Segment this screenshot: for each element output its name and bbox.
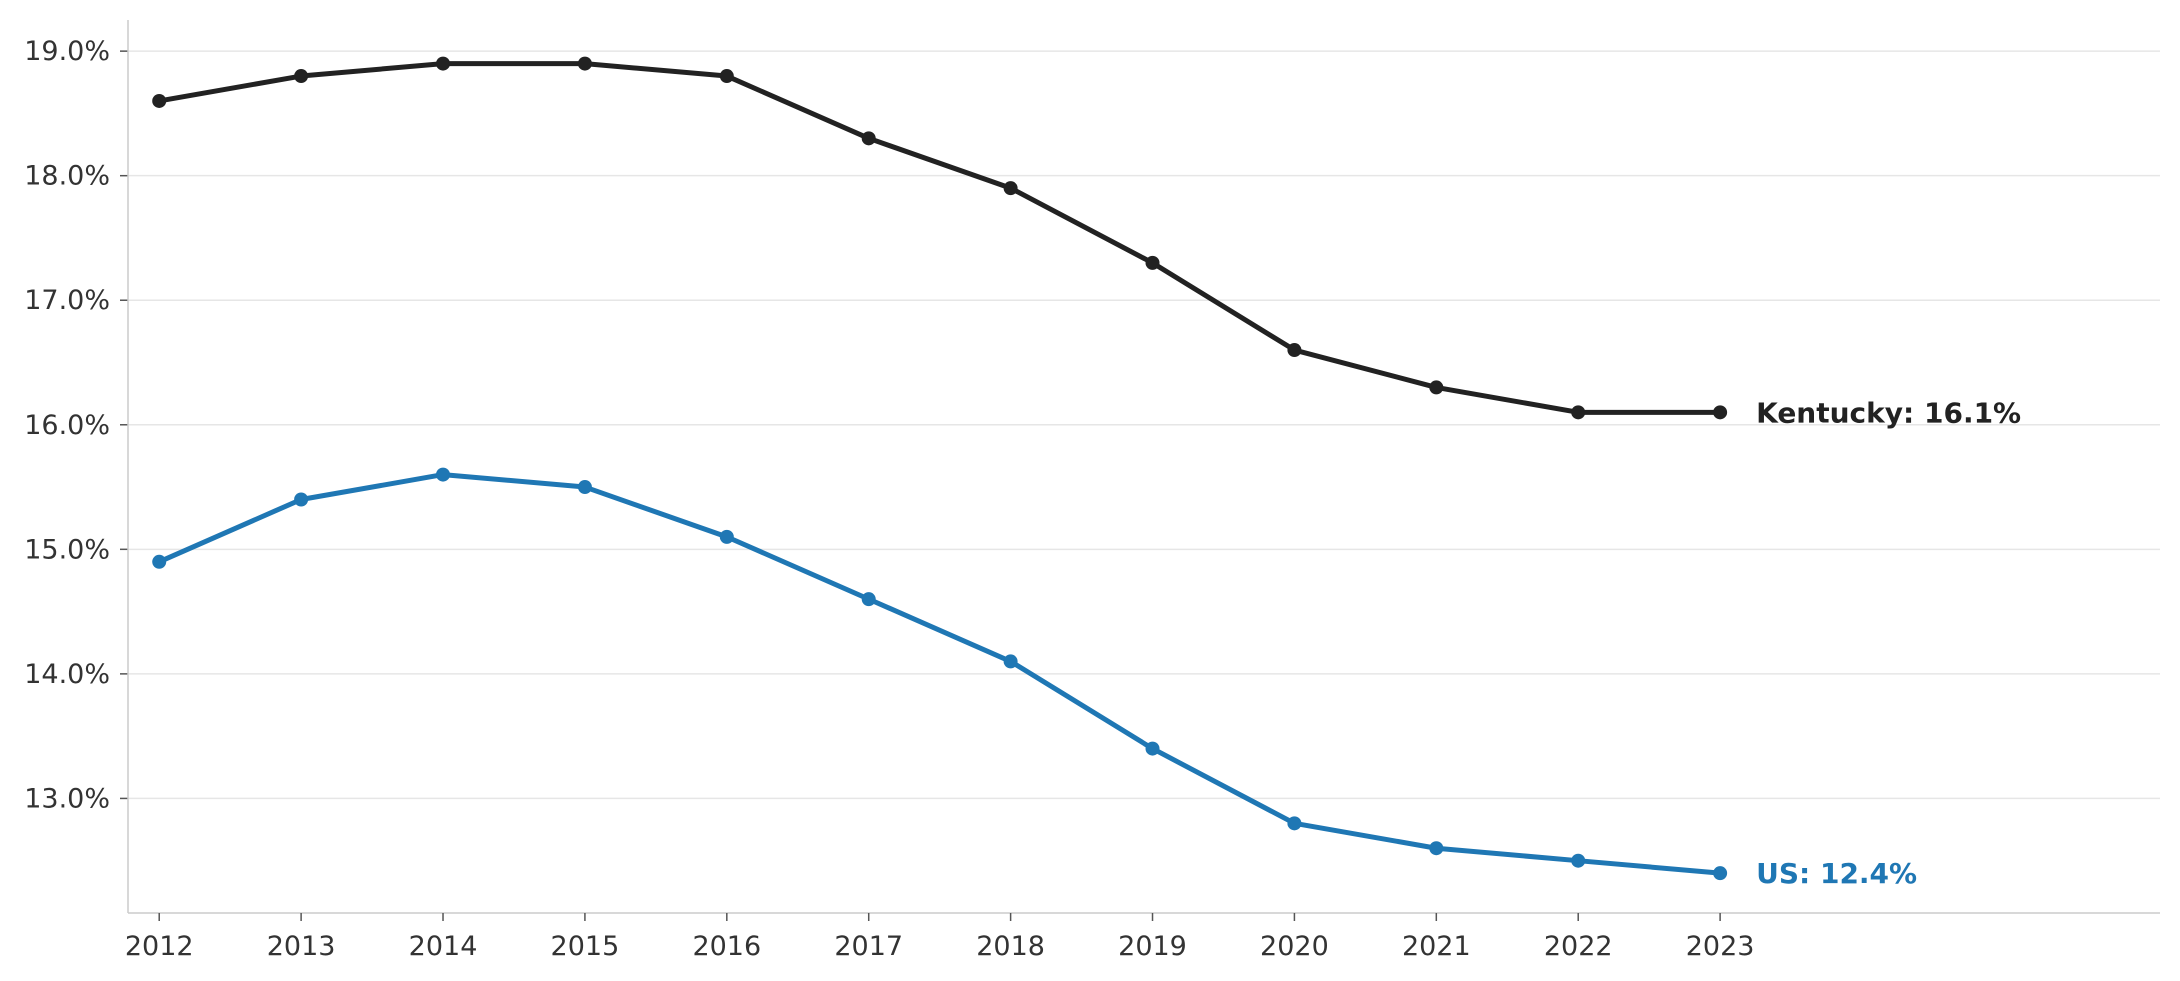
x-tick-label: 2015 bbox=[551, 931, 620, 962]
us-data-point bbox=[1571, 853, 1586, 868]
x-tick-label: 2019 bbox=[1118, 931, 1187, 962]
us-data-point bbox=[861, 592, 876, 607]
x-tick-labels: 2012 2013 2014 2015 2016 2017 2018 2019 2020 2021… bbox=[125, 913, 1755, 962]
series: Kentucky: 16.1% US: 12.4% bbox=[152, 56, 2021, 890]
y-tick-label: 17.0% bbox=[24, 285, 110, 316]
axes bbox=[127, 20, 2160, 914]
y-tick-labels: 13.0% 14.0% 15.0% 16.0% 17.0% 18.0% 19.0% bbox=[24, 36, 110, 814]
us-end-label: US: 12.4% bbox=[1756, 857, 1917, 890]
us-data-point bbox=[152, 554, 167, 569]
kentucky-data-point bbox=[577, 56, 592, 71]
x-tick-label: 2017 bbox=[834, 931, 903, 962]
kentucky-data-point bbox=[1287, 343, 1302, 358]
x-tick-label: 2022 bbox=[1544, 931, 1613, 962]
kentucky-data-point bbox=[1571, 405, 1586, 420]
kentucky-data-point bbox=[1429, 380, 1444, 395]
x-tick-label: 2018 bbox=[976, 931, 1045, 962]
kentucky-end-label: Kentucky: 16.1% bbox=[1756, 396, 2021, 429]
y-tick-label: 18.0% bbox=[24, 161, 110, 192]
y-tick-label: 14.0% bbox=[24, 659, 110, 690]
x-tick-label: 2021 bbox=[1402, 931, 1471, 962]
x-tick-label: 2014 bbox=[409, 931, 478, 962]
kentucky-data-point bbox=[436, 56, 451, 71]
kentucky-data-point bbox=[1713, 405, 1728, 420]
y-tick-label: 16.0% bbox=[24, 410, 110, 441]
kentucky-data-point bbox=[152, 93, 167, 108]
kentucky-data-point bbox=[719, 69, 734, 84]
us-data-point bbox=[1429, 841, 1444, 856]
y-tick-label: 15.0% bbox=[24, 534, 110, 565]
y-tick-label: 19.0% bbox=[24, 36, 110, 67]
kentucky-data-point bbox=[861, 131, 876, 146]
us-data-point bbox=[1145, 741, 1160, 756]
x-tick-label: 2023 bbox=[1686, 931, 1755, 962]
kentucky-data-point bbox=[1145, 255, 1160, 270]
us-data-point bbox=[719, 529, 734, 544]
us-data-point bbox=[294, 492, 309, 507]
kentucky-series-line bbox=[156, 61, 1723, 415]
us-data-point bbox=[1713, 866, 1728, 881]
x-tick-label: 2016 bbox=[692, 931, 761, 962]
us-data-point bbox=[1287, 816, 1302, 831]
us-data-point bbox=[577, 480, 592, 495]
x-tick-label: 2012 bbox=[125, 931, 194, 962]
x-tick-label: 2020 bbox=[1260, 931, 1329, 962]
y-tick-label: 13.0% bbox=[24, 783, 110, 814]
x-tick-label: 2013 bbox=[267, 931, 336, 962]
kentucky-data-point bbox=[1003, 181, 1018, 196]
us-data-point bbox=[436, 467, 451, 482]
gridlines bbox=[120, 50, 2160, 800]
us-data-point bbox=[1003, 654, 1018, 669]
kentucky-data-point bbox=[294, 69, 309, 84]
us-series-line bbox=[156, 472, 1723, 876]
